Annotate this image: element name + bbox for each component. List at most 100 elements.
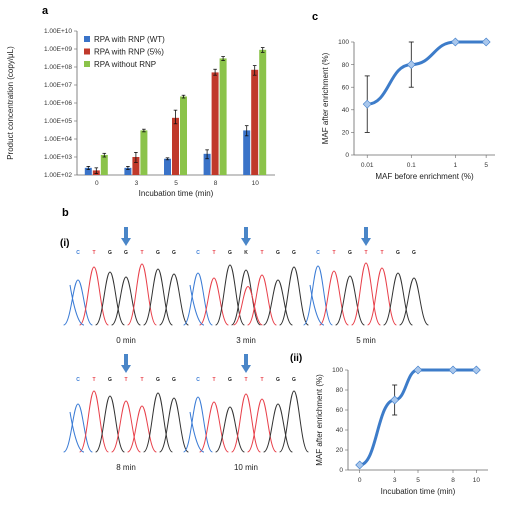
panel-label-b: b [62,207,69,219]
base-call-label: T [140,250,143,256]
trace-peak [263,279,293,326]
bar-a [251,69,259,175]
base-call-label: T [260,377,263,383]
base-call-label: T [212,250,215,256]
arrow-head [121,365,131,373]
y-tick-label-bii: 0 [339,467,343,474]
trace-peak [95,271,125,326]
y-tick-label-a: 1.00E+05 [44,118,72,125]
chromatogram-time-label: 5 min [356,336,376,345]
base-call-label: C [76,377,80,383]
data-point-c [481,37,491,47]
bar-a [124,167,132,175]
bar-a [243,130,251,175]
chromatogram-0: C T G G T G G 0 min [63,227,189,345]
trace-peak [79,266,109,326]
base-call-label: G [156,377,160,383]
chart-a-bar-chart: 1.00E+02 1.00E+03 1.00E+04 1.00E+05 1.00E+06… [6,28,275,198]
data-point-bii [413,365,423,375]
base-call-label: C [196,250,200,256]
base-call-label: T [332,250,335,256]
trace-peak [189,411,205,453]
x-tick-label-bii: 10 [473,477,481,484]
y-tick-label-bii: 60 [336,407,344,414]
trace-peak [127,405,157,453]
panel-label-a: a [42,5,49,17]
data-point-c [406,60,416,70]
y-axis-title-a: Product concentration (copy/μL) [6,46,15,160]
chromatogram-4: C T G T T G G 10 min [183,354,309,472]
base-call-label: G [108,377,112,383]
base-call-label: G [292,377,296,383]
data-point-c [450,37,460,47]
x-tick-label-a: 8 [214,180,218,187]
bar-a [140,130,148,175]
trace-peak [199,401,229,453]
y-tick-label-bii: 80 [336,387,344,394]
trace-peak [159,273,189,326]
arrow-head [121,238,131,246]
trace-peak [159,397,189,453]
chart-bii-line-chart: 0 20 40 60 80 100 0 3 5 8 10 Incubation time (min) M… [315,365,488,496]
x-tick-label-bii: 5 [416,477,420,484]
base-call-label: G [276,250,280,256]
trace-peak [143,392,173,453]
x-tick-label-c: 1 [454,162,458,169]
trace-peak [247,398,277,453]
trace-peak [247,274,277,326]
base-call-label: G [276,377,280,383]
legend-label-a: RPA without RNP [94,60,156,69]
y-tick-label-c: 100 [338,39,349,46]
x-tick-label-bii: 0 [358,477,362,484]
base-call-label: G [172,250,176,256]
data-point-c [362,99,372,109]
trace-peak [231,269,261,326]
chromatogram-time-label: 3 min [236,336,256,345]
base-call-label: G [228,250,232,256]
y-tick-label-a: 1.00E+06 [44,100,72,107]
chromatogram-panels: C T G G T G G 0 min C T G K T G G 3 min C T G T T G G 5 min C T G T… [63,227,429,472]
x-tick-label-a: 10 [252,180,260,187]
panel-label-bii: (ii) [290,353,302,364]
y-tick-label-c: 80 [342,62,350,69]
y-tick-label-a: 1.00E+09 [44,46,72,53]
trace-peak [63,403,93,453]
base-call-label: G [396,250,400,256]
legend-label-a: RPA with RNP (WT) [94,35,165,44]
y-tick-label-c: 20 [342,130,350,137]
y-tick-label-c: 40 [342,107,350,114]
x-tick-label-c: 5 [484,162,488,169]
trace-peak [231,393,261,453]
series-line-c [367,40,487,106]
x-tick-label-bii: 3 [393,477,397,484]
bar-a [172,117,179,175]
y-tick-label-c: 60 [342,84,350,91]
base-call-label: C [76,250,80,256]
y-tick-label-a: 1.00E+07 [44,82,72,89]
chromatogram-time-label: 8 min [116,463,136,472]
base-call-label: T [124,377,127,383]
base-call-label: C [316,250,320,256]
trace-peak [183,272,213,326]
panel-label-c: c [312,11,318,23]
trace-peak [215,264,245,326]
legend-swatch-a [84,61,90,67]
base-call-label: T [212,377,215,383]
base-call-label: K [244,250,248,256]
y-tick-label-a: 1.00E+08 [44,64,72,71]
data-point-bii [355,460,365,470]
base-call-label: G [228,377,232,383]
panel-label-bi: (i) [60,238,69,249]
x-axis-title-c: MAF before enrichment (%) [375,172,474,181]
bar-a [100,154,108,175]
bar-a [84,167,92,175]
y-tick-label-bii: 40 [336,427,344,434]
base-call-label: G [412,250,416,256]
trace-peak [189,284,205,326]
y-tick-label-a: 1.00E+03 [44,154,72,161]
trace-peak [215,406,245,453]
trace-peak [351,262,381,326]
base-call-label: T [364,250,367,256]
trace-peak [199,277,229,326]
